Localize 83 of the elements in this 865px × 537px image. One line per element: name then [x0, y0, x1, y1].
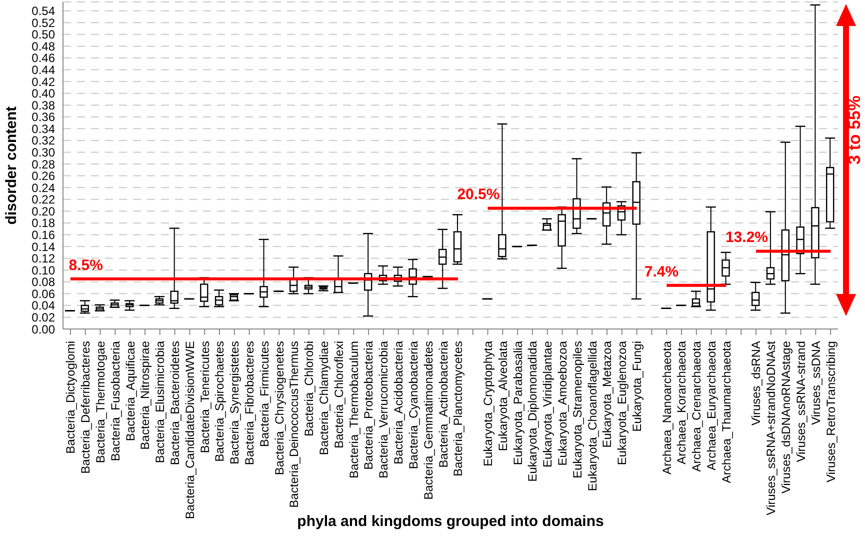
x-tick-label: Bacteria_Dictyoglomi — [64, 341, 78, 454]
x-tick-label: Bacteria_Proteobacteria — [362, 340, 376, 470]
x-tick-label: Bacteria_Spirochaetes — [212, 341, 227, 462]
y-tick-label: 0.46 — [32, 51, 56, 66]
x-tick-label: Bacteria_Elusimicrobia — [153, 340, 168, 464]
x-tick-label: Bacteria_DeinococcusThermus — [287, 341, 302, 508]
y-tick-label: 0.36 — [32, 110, 56, 124]
x-tick-label: Eukaryota_Metazoa — [600, 340, 614, 448]
y-tick-label: 0.50 — [32, 28, 56, 42]
x-tick-label: Eukaryota_Choanoflagellida — [585, 340, 600, 492]
x-tick-label: Eukaryota_Stramenopiles — [570, 341, 584, 478]
x-tick-label: Eukaryota_Parabasalia — [510, 340, 525, 466]
y-tick-label: 0.30 — [32, 146, 56, 160]
y-tick-label: 0.52 — [32, 16, 56, 30]
x-tick-label: Bacteria_Chlamydiae — [317, 340, 332, 456]
y-tick-label: 0.00 — [32, 322, 56, 336]
x-tick-label: Bacteria_Synergistetes — [228, 341, 242, 464]
y-tick-label: 0.28 — [32, 157, 56, 172]
x-tick-label: Bacteria_Tenericutes — [198, 341, 212, 454]
x-tick-label: Viruses_ssRNA+strandNoDNAst — [764, 340, 778, 516]
series-label: 13.2% — [725, 229, 768, 246]
x-tick-label: Eukaryota_Alveolata — [496, 340, 510, 452]
y-tick-label: 0.02 — [32, 310, 56, 324]
y-tick-label: 0.32 — [32, 134, 56, 148]
x-axis-title: phyla and kingdoms grouped into domains — [297, 513, 604, 530]
series-label: 8.5% — [68, 256, 103, 274]
x-tick-label: Eukaryota_Amoebozoa — [555, 340, 570, 466]
x-tick-label: Bacteria_Fibrobacteres — [242, 341, 256, 466]
x-tick-label: Viruses_RetroTranscribing — [824, 341, 838, 482]
y-tick-label: 0.12 — [32, 252, 56, 266]
x-tick-label: Archaea_Euryarchaeota — [704, 340, 719, 470]
y-tick-label: 0.54 — [32, 4, 56, 18]
x-tick-label: Bacteria_Thermotogae — [93, 340, 108, 464]
x-tick-label: Bacteria_Gemmatimonadetes — [421, 341, 436, 500]
x-tick-label: Bacteria_Chlorobi — [302, 341, 316, 436]
y-tick-label: 0.42 — [32, 74, 56, 89]
x-tick-label: Viruses_ssRNA-strand — [794, 341, 808, 462]
x-tick-label: Bacteria_Bacteroidetes — [168, 341, 182, 466]
series-label: 7.4% — [644, 263, 679, 280]
x-tick-label: Archaea_Nanoarchaeota — [660, 340, 674, 474]
y-tick-label: 0.24 — [32, 180, 56, 195]
x-tick-label: Viruses_dsRNA — [749, 341, 764, 426]
x-tick-label: Bacteria_CandidateDivisionWWE — [182, 341, 197, 520]
x-tick-label: Bacteria_Deferribacteres — [78, 341, 93, 474]
x-tick-label: Viruses_dsDNAnoRNAstage — [779, 340, 794, 494]
y-tick-label: 0.16 — [32, 228, 56, 242]
x-tick-label: Bacteria_Cyanobacteria — [406, 340, 420, 470]
x-tick-label: Bacteria_Thermobaculum — [346, 341, 361, 478]
y-tick-label: 0.06 — [32, 286, 56, 301]
x-tick-label: Eukaryota_Fungi — [630, 341, 644, 432]
x-tick-label: Bacteria_Actinobacteria — [436, 340, 450, 468]
x-tick-label: Bacteria_Fusobacteria — [108, 340, 122, 462]
x-tick-label: Archaea_Thaumarchaeota — [719, 340, 734, 484]
x-tick-label: Eukaryota_Viridiplantae — [540, 340, 555, 468]
y-tick-label: 0.18 — [32, 216, 56, 230]
x-tick-label: Bacteria_Acidobacteria — [392, 340, 406, 464]
y-tick-label: 0.10 — [32, 263, 56, 278]
x-tick-label: Eukaryota_Diplomonadida — [526, 340, 540, 482]
x-tick-label: Bacteria_Nitrospirae — [138, 340, 152, 450]
x-tick-label: Eukaryota_Cryptophyta — [480, 340, 495, 466]
x-tick-label: Bacteria_Chloroflexi — [332, 341, 346, 448]
series-label: 20.5% — [457, 186, 500, 204]
x-tick-label: Bacteria_Firmicutes — [257, 341, 272, 448]
y-tick-label: 0.04 — [32, 298, 56, 313]
y-tick-label: 0.34 — [32, 122, 56, 136]
y-tick-label: 0.20 — [32, 204, 56, 218]
y-tick-label: 0.48 — [32, 39, 56, 54]
x-tick-label: Bacteria_Chrysiogenetes — [272, 341, 286, 476]
y-tick-label: 0.40 — [32, 86, 56, 101]
x-tick-label: Bacteria_Aquificae — [123, 340, 138, 442]
y-tick-label: 0.08 — [32, 275, 56, 290]
x-tick-label: Bacteria_Verrucomicrobia — [376, 340, 391, 478]
y-axis-title: disorder content — [3, 106, 20, 225]
y-tick-label: 0.44 — [32, 63, 56, 78]
y-tick-label: 0.22 — [32, 192, 56, 207]
x-tick-label: Archaea_Crenarchaeota — [690, 340, 704, 472]
y-tick-label: 0.26 — [32, 169, 56, 184]
x-tick-label: Viruses_ssDNA — [808, 341, 823, 425]
x-tick-label: Eukaryota_Euglenozoa — [615, 340, 630, 466]
x-tick-label: Archaea_Korarchaeota — [674, 340, 689, 464]
y-tick-label: 0.38 — [32, 98, 56, 112]
y-tick-label: 0.14 — [32, 240, 56, 254]
x-tick-label: Bacteria_Planctomycetes — [451, 341, 466, 476]
